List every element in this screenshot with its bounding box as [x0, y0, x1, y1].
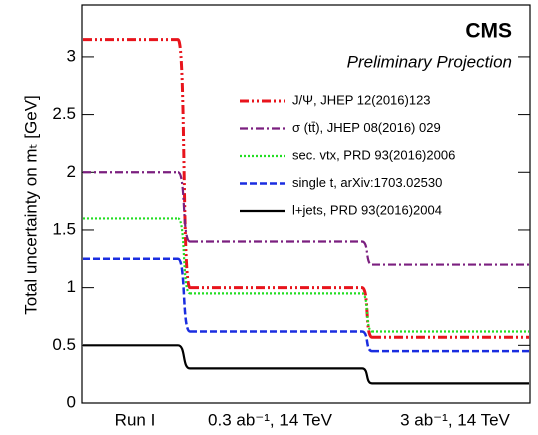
plot-frame: [81, 4, 531, 404]
x-tick-label: Run I: [115, 410, 156, 429]
y-axis-label: Total uncertainty on mₜ [GeV]: [21, 95, 40, 315]
step-transition: [176, 171, 192, 243]
y-tick-label: 2: [67, 162, 76, 181]
y-tick-label: 1: [67, 277, 76, 296]
step-transition: [360, 292, 374, 333]
step-transition: [177, 344, 191, 370]
legend-label: J/Ψ, JHEP 12(2016)123: [292, 92, 431, 107]
projection-label: Preliminary Projection: [347, 52, 512, 71]
legend-label: sec. vtx, PRD 93(2016)2006: [292, 147, 455, 162]
y-tick-label: 2.5: [52, 104, 76, 123]
x-tick-label: 3 ab⁻¹, 14 TeV: [400, 410, 510, 429]
legend-label: l+jets, PRD 93(2016)2004: [292, 202, 442, 217]
step-transition: [176, 38, 192, 290]
step-transition: [361, 330, 373, 353]
legend-label: σ (tt̄), JHEP 08(2016) 029: [292, 120, 441, 135]
step-transition: [361, 367, 373, 385]
y-tick-label: 0: [67, 392, 76, 411]
step-transition: [176, 257, 192, 333]
x-tick-label: 0.3 ab⁻¹, 14 TeV: [208, 410, 333, 429]
step-transition: [361, 240, 373, 266]
cms-label: CMS: [465, 20, 512, 43]
y-tick-label: 1.5: [52, 219, 76, 238]
legend-label: single t, arXiv:1703.02530: [292, 175, 442, 190]
y-tick-label: 3: [67, 46, 76, 65]
y-tick-label: 0.5: [52, 335, 76, 354]
